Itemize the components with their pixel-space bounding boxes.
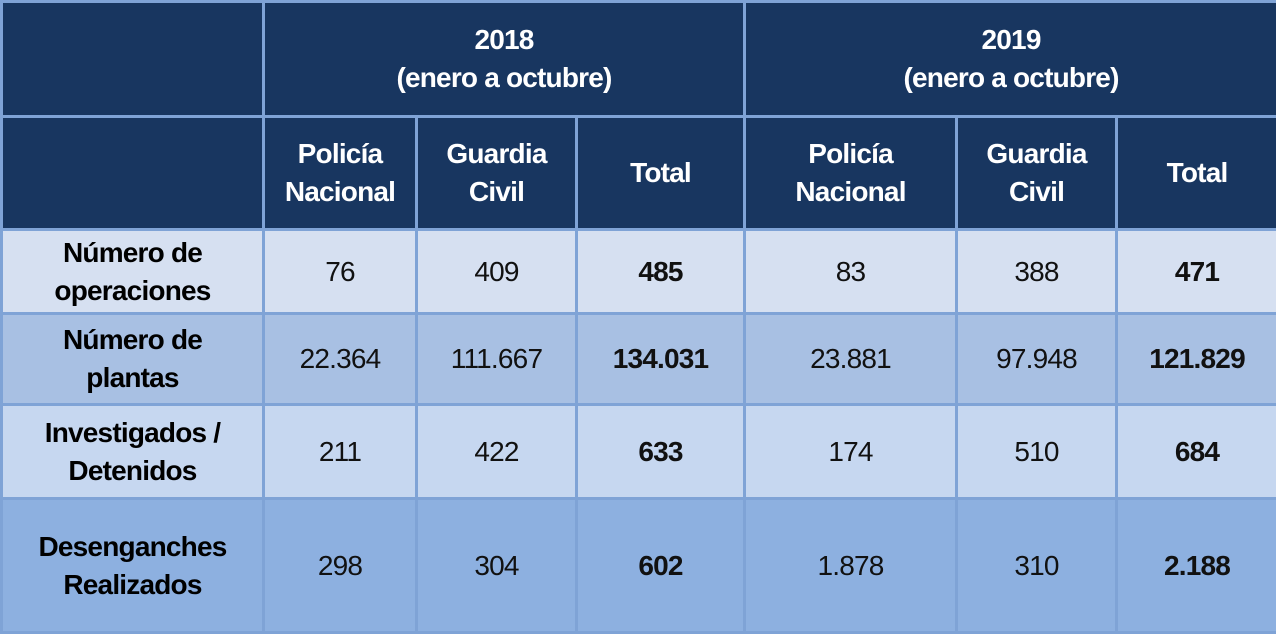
- total-cell: 633: [577, 405, 745, 499]
- value-cell: 310: [957, 499, 1117, 633]
- year-header-2019: 2019(enero a octubre): [745, 2, 1276, 117]
- value-cell: 298: [264, 499, 417, 633]
- year-header-2018: 2018(enero a octubre): [264, 2, 745, 117]
- row-label: Desenganches Realizados: [2, 499, 264, 633]
- period-label: (enero a octubre): [269, 59, 739, 97]
- corner-cell: [2, 2, 264, 117]
- total-cell: 134.031: [577, 314, 745, 405]
- value-cell: 304: [417, 499, 577, 633]
- total-cell: 602: [577, 499, 745, 633]
- value-cell: 1.878: [745, 499, 957, 633]
- period-label: (enero a octubre): [750, 59, 1272, 97]
- column-header: Total: [577, 117, 745, 230]
- column-header: Guardia Civil: [417, 117, 577, 230]
- total-cell: 485: [577, 230, 745, 314]
- total-cell: 471: [1117, 230, 1276, 314]
- value-cell: 111.667: [417, 314, 577, 405]
- value-cell: 174: [745, 405, 957, 499]
- row-label: Número de plantas: [2, 314, 264, 405]
- value-cell: 76: [264, 230, 417, 314]
- row-label: Investigados / Detenidos: [2, 405, 264, 499]
- value-cell: 22.364: [264, 314, 417, 405]
- column-header: Total: [1117, 117, 1276, 230]
- value-cell: 83: [745, 230, 957, 314]
- column-header: Guardia Civil: [957, 117, 1117, 230]
- total-cell: 121.829: [1117, 314, 1276, 405]
- total-cell: 2.188: [1117, 499, 1276, 633]
- row-label: Número de operaciones: [2, 230, 264, 314]
- column-header: Policía Nacional: [745, 117, 957, 230]
- value-cell: 422: [417, 405, 577, 499]
- value-cell: 409: [417, 230, 577, 314]
- year-header-row: 2018(enero a octubre) 2019(enero a octub…: [2, 2, 1276, 117]
- value-cell: 510: [957, 405, 1117, 499]
- year-label: 2018: [269, 21, 739, 59]
- value-cell: 211: [264, 405, 417, 499]
- value-cell: 97.948: [957, 314, 1117, 405]
- value-cell: 388: [957, 230, 1117, 314]
- value-cell: 23.881: [745, 314, 957, 405]
- column-header: Policía Nacional: [264, 117, 417, 230]
- corner-cell: [2, 117, 264, 230]
- column-header-row: Policía Nacional Guardia Civil Total Pol…: [2, 117, 1276, 230]
- year-label: 2019: [750, 21, 1272, 59]
- total-cell: 684: [1117, 405, 1276, 499]
